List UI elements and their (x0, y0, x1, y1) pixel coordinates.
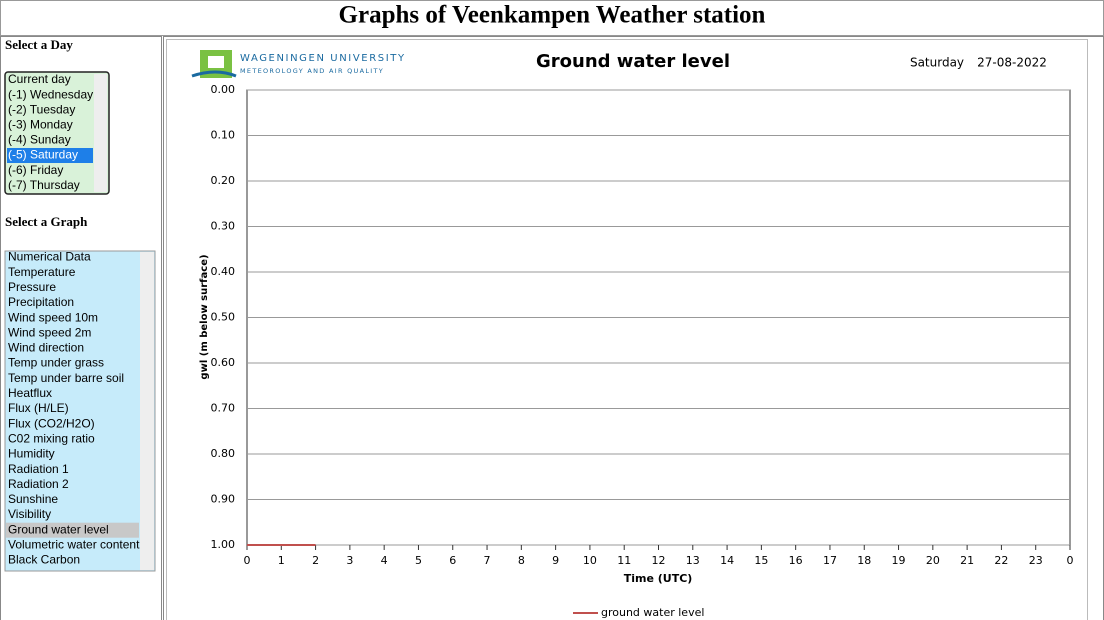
graph-scrollbar[interactable] (140, 252, 154, 570)
y-tick-label: 0.70 (211, 402, 236, 415)
x-tick-label: 6 (449, 554, 456, 567)
x-tick-label: 5 (415, 554, 422, 567)
graph-option[interactable]: Temp under barre soil (8, 371, 124, 385)
graph-option[interactable]: Heatflux (8, 386, 52, 400)
y-tick-label: 0.80 (211, 447, 236, 460)
x-tick-label: 10 (583, 554, 597, 567)
graph-selected (6, 522, 139, 538)
x-tick-label: 4 (381, 554, 388, 567)
logo-wave (191, 70, 237, 78)
day-option[interactable]: (-5) Saturday (8, 148, 78, 162)
x-tick-label: 3 (346, 554, 353, 567)
graph-label: Select a Graph (5, 214, 88, 229)
day-option[interactable]: (-6) Friday (8, 163, 63, 177)
graph-option[interactable]: Precipitation (8, 295, 74, 309)
x-tick-label: 7 (484, 554, 491, 567)
y-axis-label: gwl (m below surface) (199, 254, 210, 379)
y-tick-label: 0.90 (211, 493, 236, 506)
x-tick-label: 11 (617, 554, 631, 567)
header-frame (0, 0, 1104, 36)
x-tick-label: 0 (1067, 554, 1074, 567)
x-tick-label: 15 (754, 554, 768, 567)
chart-title: Ground water level (536, 51, 730, 72)
graph-option[interactable]: Wind direction (8, 341, 84, 355)
day-option[interactable]: (-2) Tuesday (8, 102, 75, 116)
x-tick-label: 17 (823, 554, 837, 567)
graph-option[interactable]: Flux (CO2/H2O) (8, 416, 95, 430)
x-tick-label: 14 (720, 554, 734, 567)
graph-option[interactable]: Wind speed 2m (8, 325, 91, 339)
x-tick-label: 22 (994, 554, 1008, 567)
graph-option[interactable]: Pressure (8, 280, 56, 294)
x-tick-label: 8 (518, 554, 525, 567)
graph-option[interactable]: Temp under grass (8, 356, 104, 370)
y-tick-label: 0.60 (211, 356, 236, 369)
x-tick-label: 19 (892, 554, 906, 567)
x-tick-label: 12 (652, 554, 666, 567)
page-title: Graphs of Veenkampen Weather station (339, 2, 766, 29)
day-option[interactable]: (-1) Wednesday (8, 87, 93, 101)
graph-option[interactable]: Temperature (8, 265, 76, 279)
day-listbox[interactable] (4, 71, 110, 195)
graph-option[interactable]: Black Carbon (8, 553, 80, 567)
x-tick-label: 16 (789, 554, 803, 567)
graph-option[interactable]: Radiation 2 (8, 477, 69, 491)
chart-date: 27-08-2022 (977, 56, 1047, 70)
y-tick-label: 0.20 (211, 174, 236, 187)
x-axis-label: Time (UTC) (624, 572, 693, 585)
day-option[interactable]: Current day (8, 72, 71, 86)
x-tick-label: 1 (278, 554, 285, 567)
graph-option[interactable]: Sunshine (8, 492, 58, 506)
day-label: Select a Day (5, 37, 73, 52)
x-tick-label: 21 (960, 554, 974, 567)
x-tick-label: 0 (244, 554, 251, 567)
day-scrollbar[interactable] (94, 74, 107, 192)
graph-option[interactable]: Numerical Data (8, 250, 91, 264)
graph-option[interactable]: C02 mixing ratio (8, 431, 95, 445)
y-tick-label: 0.40 (211, 265, 236, 278)
day-selected (7, 148, 93, 163)
logo-mark-inner (208, 56, 224, 68)
x-tick-label: 13 (686, 554, 700, 567)
day-option[interactable]: (-7) Thursday (8, 178, 80, 192)
graph-option[interactable]: Radiation 1 (8, 462, 69, 476)
x-tick-label: 2 (312, 554, 319, 567)
x-tick-label: 18 (857, 554, 871, 567)
x-tick-label: 23 (1029, 554, 1043, 567)
y-tick-label: 0.30 (211, 220, 236, 233)
y-tick-label: 1.00 (211, 538, 236, 551)
graph-option[interactable]: Humidity (8, 447, 55, 461)
y-tick-label: 0.50 (211, 311, 236, 324)
y-tick-label: 0.00 (211, 83, 236, 96)
graph-listbox[interactable] (4, 250, 156, 572)
graph-option[interactable]: Volumetric water content (8, 538, 140, 552)
x-tick-label: 20 (926, 554, 940, 567)
logo-name: WAGENINGEN UNIVERSITY (240, 53, 406, 64)
graph-option[interactable]: Wind speed 10m (8, 310, 98, 324)
chart-day: Saturday (910, 56, 964, 70)
x-tick-label: 9 (552, 554, 559, 567)
day-option[interactable]: (-4) Sunday (8, 133, 71, 147)
day-option[interactable]: (-3) Monday (8, 117, 73, 131)
graph-option[interactable]: Flux (H/LE) (8, 401, 69, 415)
legend-label: ground water level (601, 606, 704, 619)
graph-option[interactable]: Ground water level (8, 522, 109, 536)
y-tick-label: 0.10 (211, 129, 236, 142)
graph-option[interactable]: Visibility (8, 507, 51, 521)
logo-group: METEOROLOGY AND AIR QUALITY (240, 67, 384, 75)
